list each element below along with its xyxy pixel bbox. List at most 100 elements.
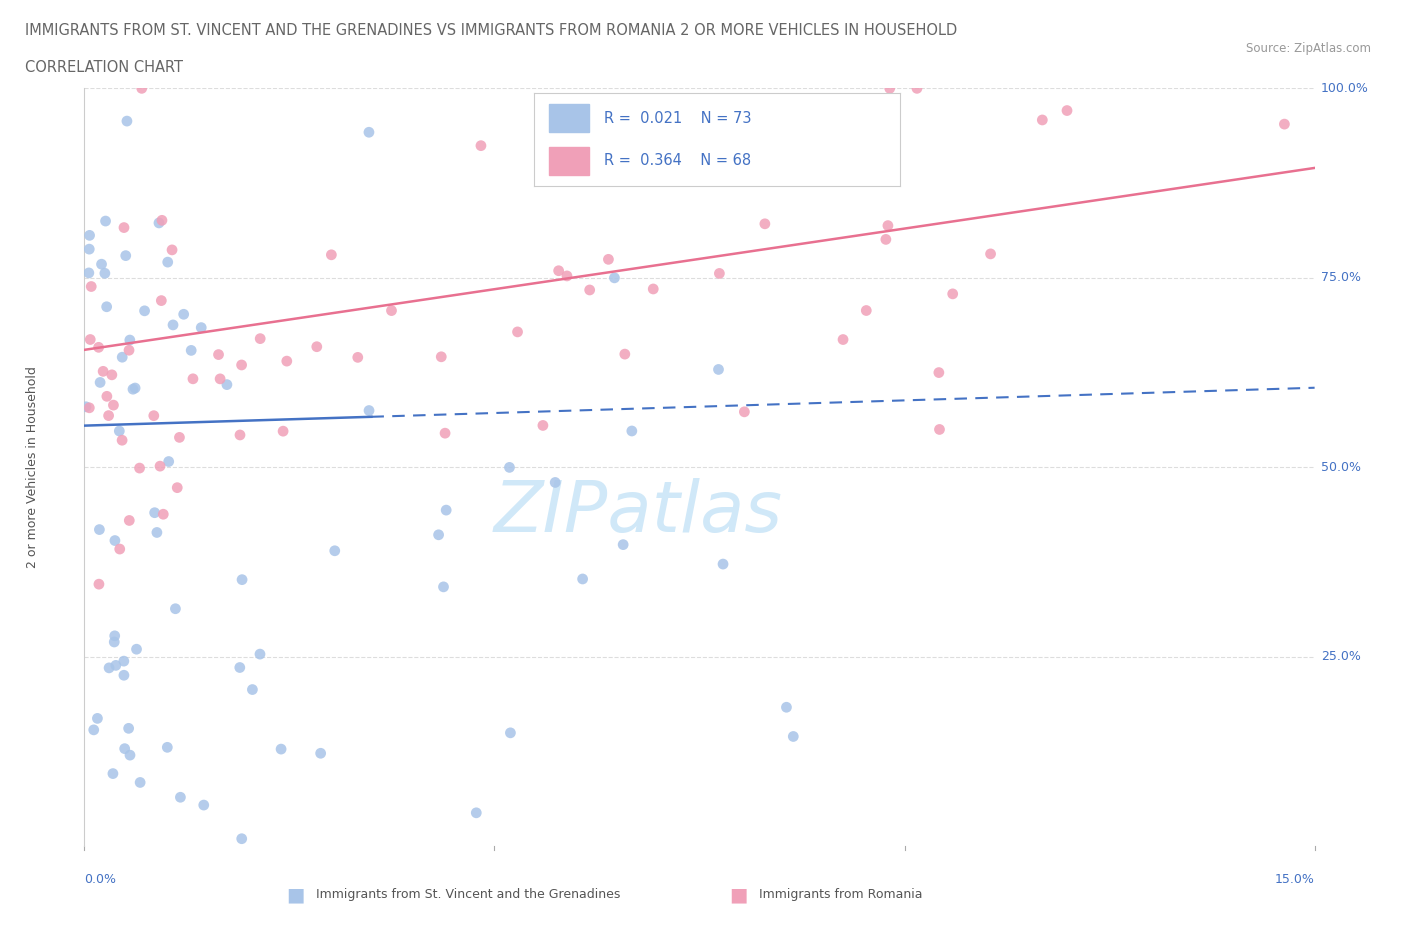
Point	[434, 503, 457, 518]
Point	[193, 798, 215, 813]
Point	[118, 748, 141, 763]
Point	[357, 125, 380, 140]
Bar	[548, 147, 589, 175]
Point	[643, 282, 665, 297]
Point	[97, 408, 120, 423]
Point	[77, 242, 100, 257]
Point	[157, 454, 180, 469]
Point	[173, 307, 195, 322]
Point	[111, 432, 134, 447]
Point	[789, 92, 811, 107]
Point	[321, 247, 343, 262]
Text: Immigrants from Romania: Immigrants from Romania	[759, 888, 922, 901]
Point	[104, 533, 127, 548]
Point	[131, 81, 153, 96]
Point	[148, 216, 170, 231]
Point	[80, 279, 103, 294]
Point	[134, 303, 156, 318]
Point	[108, 423, 131, 438]
Text: IMMIGRANTS FROM ST. VINCENT AND THE GRENADINES VS IMMIGRANTS FROM ROMANIA 2 OR M: IMMIGRANTS FROM ST. VINCENT AND THE GREN…	[25, 23, 957, 38]
Point	[242, 682, 264, 697]
Point	[620, 423, 643, 438]
Point	[142, 408, 165, 423]
Point	[96, 389, 118, 404]
Text: Source: ZipAtlas.com: Source: ZipAtlas.com	[1246, 42, 1371, 55]
Point	[231, 831, 253, 846]
Point	[928, 422, 950, 437]
Point	[832, 332, 855, 347]
Point	[181, 371, 204, 386]
Point	[89, 375, 111, 390]
Point	[166, 480, 188, 495]
Point	[91, 364, 114, 379]
Point	[94, 266, 117, 281]
Point	[79, 400, 101, 415]
Point	[111, 350, 134, 365]
Text: R =  0.021    N = 73: R = 0.021 N = 73	[603, 111, 751, 126]
Point	[180, 343, 202, 358]
Point	[980, 246, 1002, 261]
Point	[1031, 113, 1053, 127]
Point	[271, 424, 294, 439]
Point	[578, 283, 600, 298]
Point	[112, 654, 135, 669]
Point	[160, 243, 183, 258]
Point	[603, 271, 626, 286]
Point	[190, 320, 212, 335]
Point	[707, 362, 730, 377]
Text: 2 or more Vehicles in Household: 2 or more Vehicles in Household	[27, 366, 39, 568]
Point	[613, 347, 636, 362]
Point	[98, 660, 121, 675]
Point	[79, 332, 101, 347]
Point	[125, 642, 148, 657]
Point	[231, 572, 253, 587]
Point	[114, 248, 136, 263]
Point	[855, 303, 877, 318]
Point	[150, 293, 173, 308]
Point	[83, 723, 105, 737]
Text: CORRELATION CHART: CORRELATION CHART	[25, 60, 183, 75]
Point	[122, 382, 145, 397]
Point	[103, 398, 125, 413]
Point	[309, 746, 332, 761]
Point	[90, 257, 112, 272]
Point	[114, 741, 136, 756]
Point	[661, 127, 683, 142]
Point	[112, 220, 135, 235]
Point	[229, 660, 252, 675]
Point	[156, 740, 179, 755]
Point	[96, 299, 118, 314]
Point	[506, 325, 529, 339]
Point	[875, 232, 897, 246]
Point	[124, 380, 146, 395]
Point	[598, 252, 620, 267]
Point	[209, 371, 232, 386]
Point	[118, 343, 141, 358]
Point	[149, 458, 172, 473]
Point	[165, 602, 187, 617]
Point	[571, 572, 593, 587]
Point	[782, 729, 804, 744]
Point	[87, 577, 110, 591]
Point	[928, 365, 950, 380]
Point	[499, 725, 522, 740]
Text: 50.0%: 50.0%	[1320, 461, 1361, 473]
Point	[104, 629, 127, 644]
Point	[305, 339, 328, 354]
Point	[156, 255, 179, 270]
Text: ■: ■	[285, 885, 305, 904]
Bar	[548, 104, 589, 132]
Point	[108, 541, 131, 556]
Text: 100.0%: 100.0%	[1320, 82, 1368, 95]
Point	[547, 263, 569, 278]
Point	[357, 403, 380, 418]
Point	[152, 507, 174, 522]
Point	[644, 147, 666, 162]
Text: ZIPatlas: ZIPatlas	[494, 478, 783, 547]
Point	[143, 505, 166, 520]
Point	[249, 646, 271, 661]
Point	[150, 213, 173, 228]
Point	[531, 418, 554, 432]
Point	[1056, 103, 1078, 118]
Point	[432, 579, 454, 594]
